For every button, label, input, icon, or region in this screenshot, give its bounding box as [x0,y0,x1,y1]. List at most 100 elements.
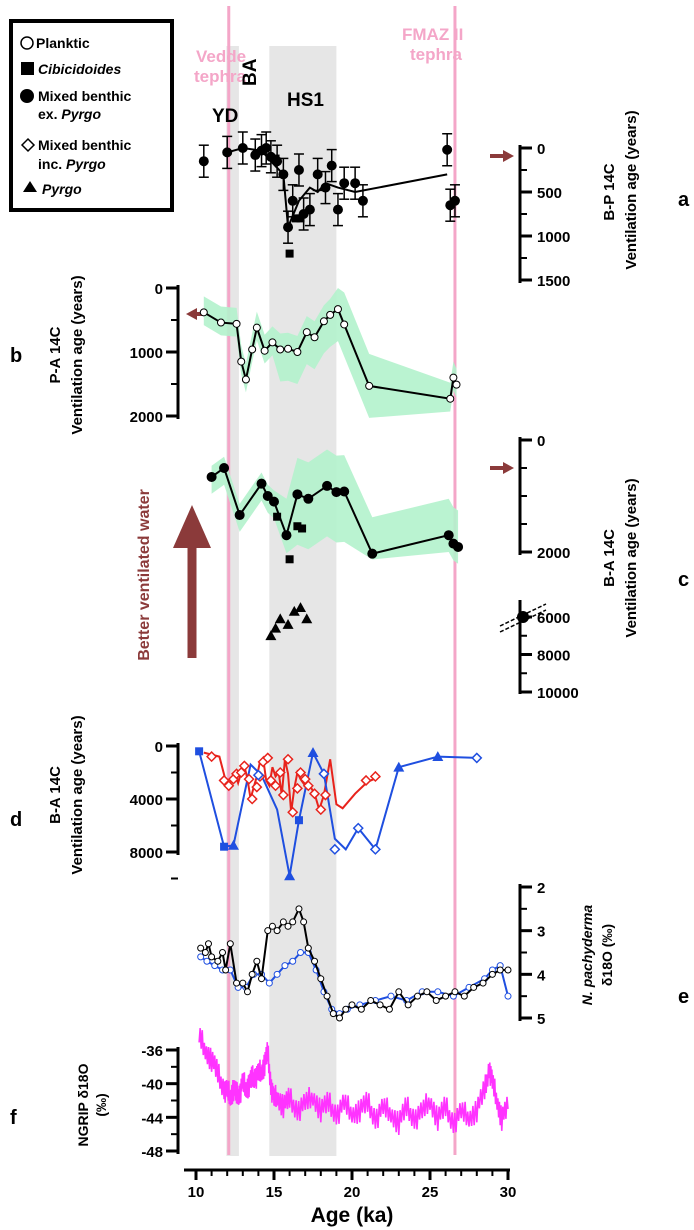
panel-c-pyrgo-point [301,613,313,624]
panel-b-planktic-point [252,323,261,332]
panel-e-black-point [336,1014,344,1022]
panel-c-uncertainty-band [211,449,459,564]
panel-d-blue-triangle [393,761,405,772]
panel-d-blue-square [195,747,204,756]
better-ventilated-arrow-head [173,505,211,548]
panel-b-y-tick-label: 0 [155,281,163,298]
panel-b-y-tick-label: 1000 [130,345,163,362]
panel-e-black-point [273,927,281,935]
panel-e-black-point [496,966,504,974]
panel-e-black-point [488,970,496,978]
panel-a-point [350,178,361,189]
panel-e-black-point [222,966,230,974]
panel-b-uncertainty-band [203,288,457,418]
panel-d-red-diamond [287,806,299,818]
panel-e-black-point [311,957,319,965]
panel-f-ngrip-line [198,1028,509,1136]
panel-b-planktic-point [326,310,335,319]
panel-e-black-point [279,918,287,926]
panel-b-planktic-point [302,328,311,337]
axis-title-e-line2: δ18O (‰) [599,924,615,986]
panel-d-red-diamond [277,789,289,801]
panel-e-black-point [226,940,234,948]
panel-a-y-tick-label: 500 [537,185,562,202]
panel-d-red-diamond [223,780,235,792]
panel-e-blue-point [197,953,205,961]
panel-d-red-diamond [206,751,218,763]
panel-b-planktic-point [449,373,458,382]
axis-title-f-line2: (‰) [93,1093,109,1116]
panel-c-point [219,463,230,473]
vedde-label-line2: tephra [194,67,247,86]
pointer-arrow-a-head [503,150,514,162]
panel-c-point [256,478,267,489]
panel-a-point [326,160,337,171]
panel-e-black-point [304,944,312,952]
panel-d-red-diamond [319,789,332,801]
panel-c-point [206,471,217,482]
panel-b-planktic-point [199,308,208,317]
panel-d-blue-triangle [227,839,239,850]
panel-b-planktic-point [216,318,225,327]
panel-b-planktic-point [365,381,374,390]
panel-d-blue-triangle [307,747,319,758]
panel-e-black-line [199,906,508,1020]
panel-e-black-point [219,949,227,956]
panel-e-y-tick-label: 5 [537,1011,545,1028]
panel-e-black-point [460,992,468,1000]
panel-b-planktic-point [446,394,455,403]
x-tick-label-25: 25 [422,1184,439,1201]
axis-title-c-line2: Ventilation age (years) [623,478,640,637]
panel-c-point [262,491,273,501]
panel-a-cibicidoides-point [271,154,280,163]
panel-e-black-point [342,1005,350,1013]
x-axis-title: Age (ka) [311,1204,394,1227]
panel-e-blue-point [265,979,273,987]
panel-b-line [203,307,458,400]
panel-c-cibicidoides-point [293,522,302,531]
panel-a-trend-line [226,146,448,228]
panel-label-d: d [10,809,22,831]
panel-b-planktic-point [310,333,319,342]
panel-a-y-tick-label: 1000 [537,229,570,246]
panel-b-planktic-point [276,345,285,354]
panel-a-point [261,143,272,153]
panel-a-point [237,143,248,153]
panel-d-y-tick-label: 4000 [130,792,163,809]
panel-d-blue-square [294,816,303,825]
panel-e-black-point [376,1001,384,1009]
axis-title-a-line2: Ventilation age (years) [623,110,640,269]
panel-c-cibicidoides-point [273,512,282,521]
panel-e-blue-point [387,992,395,1000]
panel-d-red-diamond [369,770,381,783]
panel-e-black-point [317,975,325,983]
panel-c-y-tick-label: 10000 [537,685,579,702]
panel-a-point [304,204,315,215]
panel-a-point [278,169,289,180]
panel-b-planktic-point [248,345,257,354]
fmaz-label-line2: tephra [410,45,463,64]
better-ventilated-label: Better ventilated water [136,489,153,661]
panel-a-point [442,144,453,155]
panel-c-point [234,510,245,521]
panel-e-black-point [295,905,303,913]
legend-pyrgo-icon [23,181,37,192]
axis-title-e-line1: N. pachyderma [579,905,595,1006]
panel-b-planktic-point [293,348,302,356]
axis-title-f-line1: NGRIP δ18O [75,1063,91,1146]
hs1-label: HS1 [287,90,324,111]
panel-e-black-point [479,979,487,987]
legend-planktic-icon [20,36,34,50]
panel-e-blue-point [203,957,211,965]
panel-c-point [443,530,454,541]
panel-c-point [453,541,464,552]
panel-d-blue-square [220,842,229,851]
panel-e-black-point [329,1010,337,1018]
marks-layer [195,131,512,1136]
panel-c-point [292,489,303,500]
panel-d-red-diamond [262,752,274,764]
panel-c-point [322,480,333,491]
panel-a-y-tick-label: 1500 [537,273,570,290]
panel-e-black-point [239,979,247,987]
